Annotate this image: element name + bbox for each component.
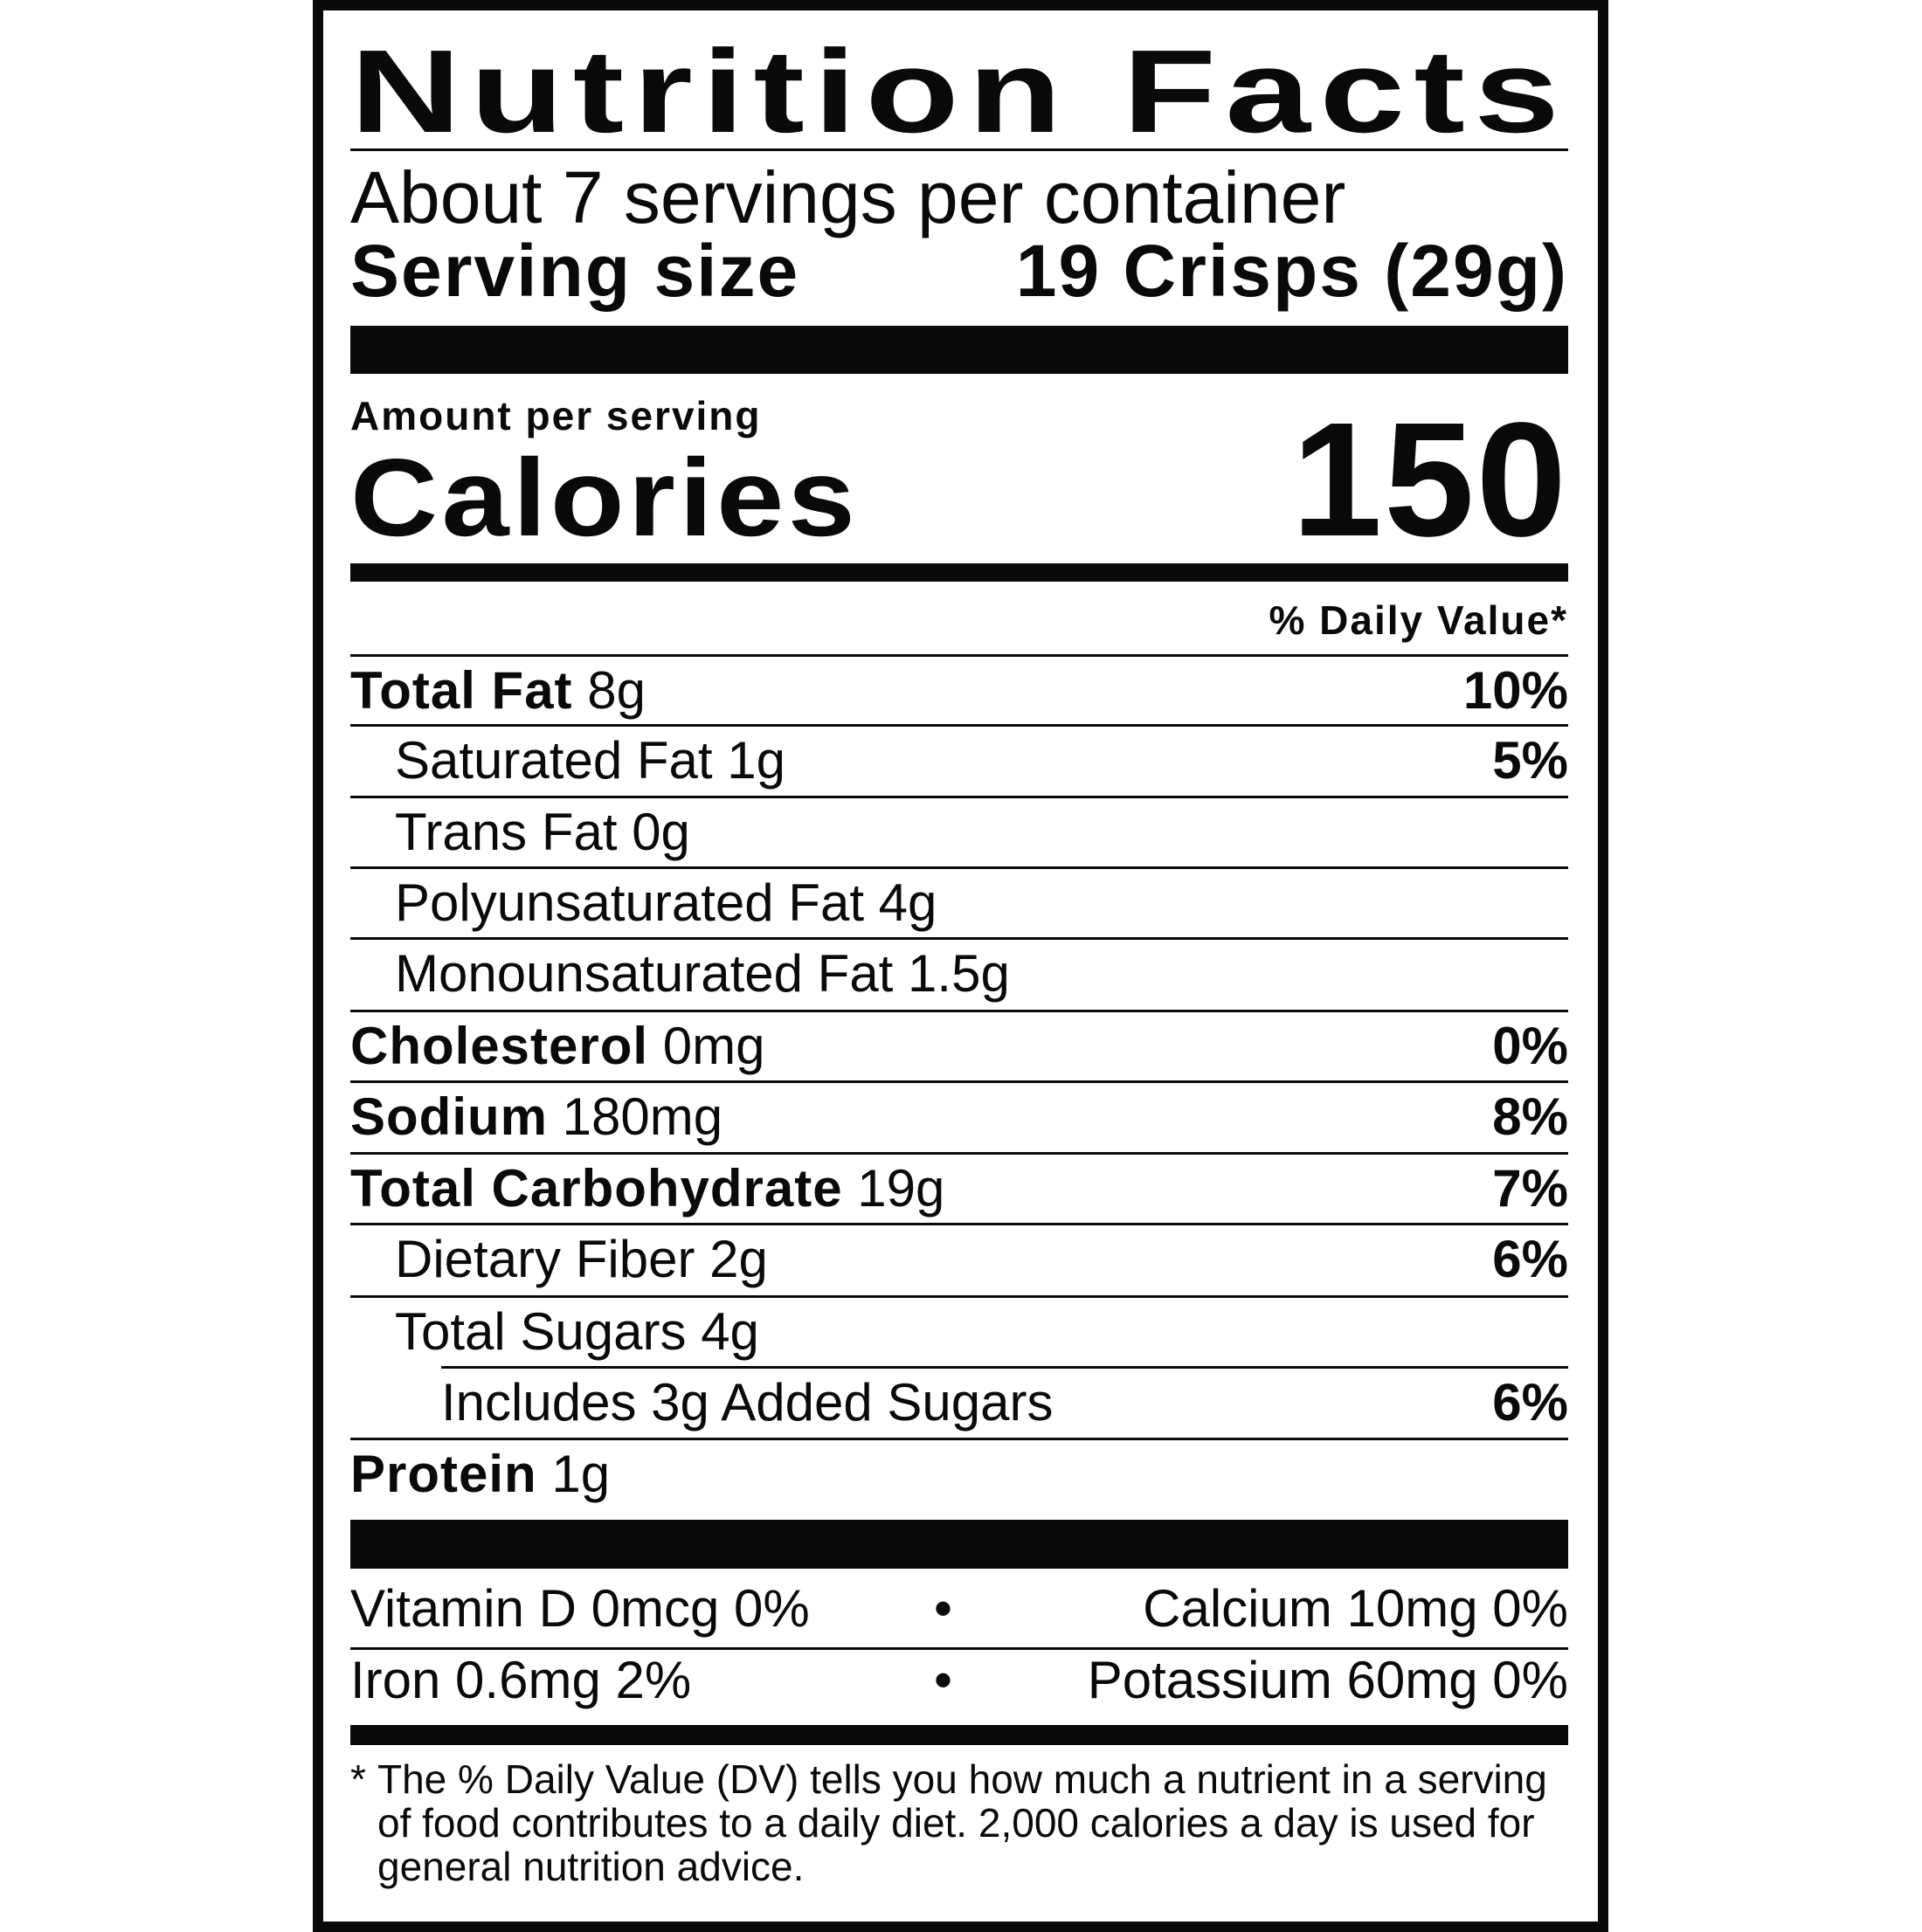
nutrient-label: Trans Fat	[395, 803, 618, 861]
nutrient-name: Polyunsaturated Fat 4g	[395, 869, 937, 938]
nutrient-name: Total Carbohydrate 19g	[350, 1155, 944, 1224]
nutrient-label: Total Fat	[350, 661, 573, 720]
nutrient-row-total-carbohydrate: Total Carbohydrate 19g 7%	[350, 1152, 1568, 1224]
footnote-text: The % Daily Value (DV) tells you how muc…	[377, 1756, 1547, 1889]
calories-row: Calories 150	[350, 399, 1568, 562]
bullet-separator: •	[934, 1651, 953, 1709]
nutrient-name: Monounsaturated Fat 1.5g	[395, 940, 1010, 1009]
nutrient-amount: 1g	[551, 1445, 611, 1503]
vitamin-row: Iron 0.6mg 2% • Potassium 60mg 0%	[350, 1646, 1568, 1715]
potassium: Potassium 60mg 0%	[1087, 1651, 1568, 1709]
serving-size: Serving size 19 Crisps (29g)	[350, 227, 1568, 314]
nutrient-label: Polyunsaturated Fat	[395, 873, 864, 932]
divider	[350, 148, 1568, 151]
nutrition-facts-label: Nutrition Facts About 7 servings per con…	[350, 0, 1568, 1922]
nutrient-row-cholesterol: Cholesterol 0mg 0%	[350, 1010, 1568, 1081]
vitamin-d: Vitamin D 0mcg 0%	[350, 1579, 810, 1638]
nutrient-row-trans-fat: Trans Fat 0g	[350, 796, 1568, 867]
calories-label: Calories	[350, 436, 860, 559]
nutrient-amount: 0mg	[662, 1017, 765, 1075]
nutrient-row-monounsaturated-fat: Monounsaturated Fat 1.5g	[350, 937, 1568, 1009]
nutrient-dv: 7%	[1492, 1159, 1568, 1218]
nutrient-name: Total Fat 8g	[350, 657, 646, 726]
nutrient-amount: 2g	[709, 1230, 768, 1288]
thick-divider	[350, 1520, 1568, 1569]
footnote: * The % Daily Value (DV) tells you how m…	[350, 1757, 1568, 1888]
nutrient-dv: 0%	[1492, 1017, 1568, 1075]
nutrient-amount: 0g	[632, 803, 690, 861]
nutrient-amount: 8g	[587, 661, 646, 720]
nutrient-label: Dietary Fiber	[395, 1230, 695, 1288]
nutrient-label: Monounsaturated Fat	[395, 944, 894, 1003]
nutrient-label: Sodium	[350, 1087, 548, 1146]
nutrient-row-sodium: Sodium 180mg 8%	[350, 1080, 1568, 1152]
medium-divider	[350, 1725, 1568, 1745]
vitamin-row: Vitamin D 0mcg 0% • Calcium 10mg 0%	[350, 1574, 1568, 1644]
nutrient-label: Includes 3g Added Sugars	[441, 1373, 1054, 1432]
nutrient-row-added-sugars: Includes 3g Added Sugars 6%	[441, 1366, 1568, 1438]
divider	[350, 1647, 1568, 1650]
nutrient-name: Cholesterol 0mg	[350, 1012, 764, 1081]
amount-per-serving: Amount per serving	[350, 393, 762, 438]
nutrient-amount: 1.5g	[908, 944, 1010, 1003]
nutrient-dv: 10%	[1462, 661, 1568, 720]
nutrient-row-total-fat: Total Fat 8g 10%	[350, 654, 1568, 726]
nutrient-name: Trans Fat 0g	[395, 798, 690, 867]
nutrient-label: Total Sugars	[395, 1302, 687, 1361]
nutrient-row-saturated-fat: Saturated Fat 1g 5%	[350, 724, 1568, 796]
footnote-asterisk: *	[350, 1756, 366, 1802]
label-title: Nutrition Facts	[350, 25, 1569, 157]
nutrient-label: Cholesterol	[350, 1017, 649, 1075]
nutrient-row-total-sugars: Total Sugars 4g	[350, 1295, 1568, 1367]
nutrient-name: Total Sugars 4g	[395, 1298, 759, 1367]
nutrient-dv: 5%	[1492, 731, 1568, 790]
medium-divider	[350, 563, 1568, 582]
nutrient-name: Saturated Fat 1g	[395, 727, 785, 796]
nutrient-amount: 4g	[701, 1302, 759, 1361]
nutrient-amount: 4g	[878, 873, 937, 932]
servings-per-container: About 7 servings per container	[350, 156, 1346, 238]
nutrient-row-protein: Protein 1g	[350, 1438, 1568, 1509]
nutrient-dv: 6%	[1492, 1373, 1568, 1432]
serving-size-label: Serving size	[350, 230, 800, 312]
nutrient-row-polyunsaturated-fat: Polyunsaturated Fat 4g	[350, 866, 1568, 938]
nutrient-amount: 19g	[857, 1159, 945, 1218]
calories-value: 150	[1291, 390, 1568, 570]
nutrient-label: Protein	[350, 1445, 537, 1503]
nutrient-row-dietary-fiber: Dietary Fiber 2g 6%	[350, 1223, 1568, 1294]
iron: Iron 0.6mg 2%	[350, 1651, 692, 1709]
nutrient-amount: 1g	[727, 731, 785, 790]
daily-value-header: % Daily Value*	[1269, 597, 1568, 643]
nutrient-name: Protein 1g	[350, 1440, 610, 1509]
nutrient-dv: 6%	[1492, 1230, 1568, 1288]
nutrient-label: Total Carbohydrate	[350, 1159, 843, 1218]
nutrient-name: Sodium 180mg	[350, 1083, 722, 1152]
nutrient-amount: 180mg	[562, 1087, 723, 1146]
thick-divider	[350, 326, 1568, 374]
nutrient-name: Includes 3g Added Sugars	[441, 1369, 1054, 1438]
serving-size-value: 19 Crisps (29g)	[1015, 230, 1568, 312]
nutrient-dv: 8%	[1492, 1087, 1568, 1146]
nutrient-name: Dietary Fiber 2g	[395, 1225, 768, 1294]
calcium: Calcium 10mg 0%	[1143, 1579, 1568, 1638]
bullet-separator: •	[934, 1579, 953, 1638]
nutrient-label: Saturated Fat	[395, 731, 713, 790]
